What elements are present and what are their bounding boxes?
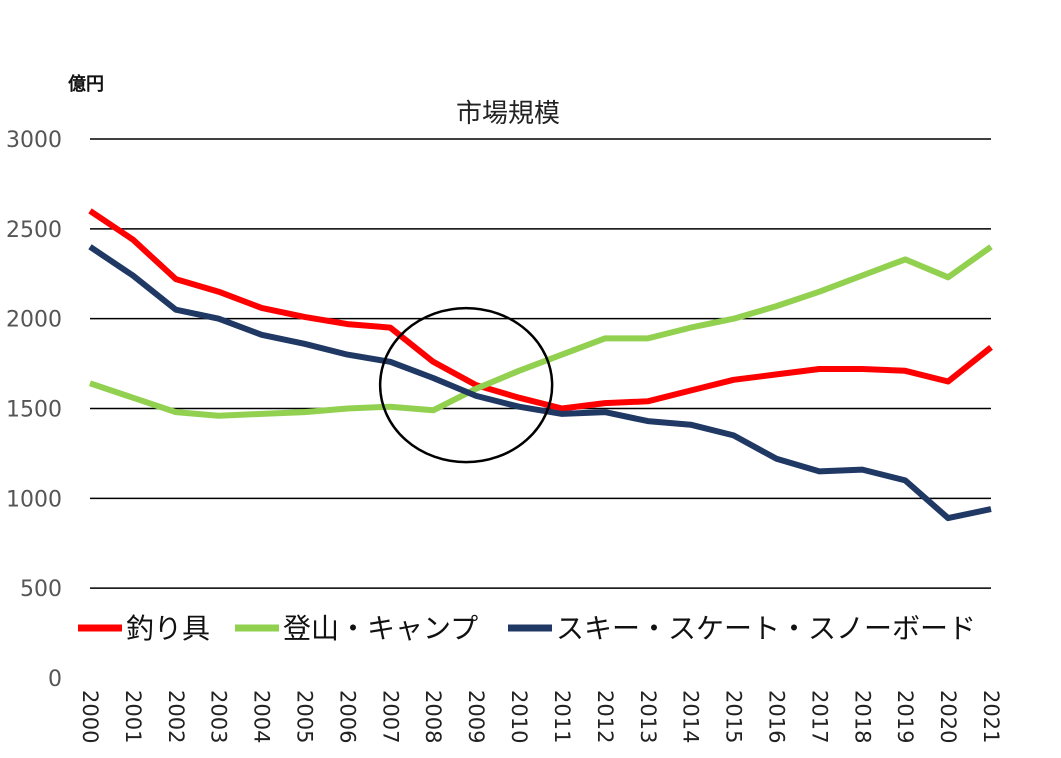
x-tick-label: 2011 <box>550 690 574 743</box>
y-tick-label: 1500 <box>6 398 62 423</box>
x-tick-label: 2020 <box>936 690 960 743</box>
x-tick-label: 2017 <box>807 690 831 743</box>
y-axis-ticks: 0 500 1000 1500 2000 2500 3000 <box>6 128 62 692</box>
x-tick-label: 2006 <box>335 690 359 743</box>
annotation-circle <box>378 306 554 464</box>
x-tick-label: 2009 <box>464 690 488 743</box>
x-axis-ticks: 2000 2001 2002 2003 2004 2005 2006 2007 2008 2009… <box>78 690 1003 743</box>
x-tick-label: 2003 <box>207 690 231 743</box>
x-tick-label: 2002 <box>164 690 188 743</box>
series-line-2 <box>88 244 992 522</box>
y-tick-label: 1000 <box>6 487 62 512</box>
y-tick-label: 2000 <box>6 308 62 333</box>
x-tick-label: 2012 <box>593 690 617 743</box>
annotation <box>378 306 554 464</box>
x-tick-label: 2019 <box>893 690 917 743</box>
series-line-0 <box>88 208 993 412</box>
x-tick-label: 2014 <box>679 690 703 743</box>
y-axis-unit-label: 億円 <box>68 73 104 95</box>
x-tick-label: 2016 <box>764 690 788 743</box>
legend-label-0: 釣り具 <box>126 612 210 645</box>
x-tick-label: 2010 <box>507 690 531 743</box>
x-tick-label: 2000 <box>78 690 102 743</box>
y-tick-label: 3000 <box>6 128 62 153</box>
legend: 釣り具 登山・キャンプ スキー・スケート・スノーボード <box>78 612 976 645</box>
x-tick-label: 2007 <box>378 690 402 743</box>
y-tick-label: 0 <box>48 667 62 692</box>
x-tick-label: 2005 <box>293 690 317 743</box>
x-tick-label: 2008 <box>421 690 445 743</box>
x-tick-label: 2018 <box>850 690 874 743</box>
x-tick-label: 2001 <box>121 690 145 743</box>
x-tick-label: 2013 <box>636 690 660 743</box>
series-line-1 <box>89 244 993 419</box>
x-tick-label: 2004 <box>250 690 274 743</box>
legend-label-2: スキー・スケート・スノーボード <box>556 612 976 645</box>
legend-label-1: 登山・キャンプ <box>283 612 478 645</box>
y-tick-label: 500 <box>20 577 62 602</box>
x-tick-label: 2015 <box>722 690 746 743</box>
chart-title: 市場規模 <box>456 99 560 129</box>
y-tick-label: 2500 <box>6 218 62 243</box>
series-lines <box>88 208 993 522</box>
x-tick-label: 2021 <box>979 690 1003 743</box>
